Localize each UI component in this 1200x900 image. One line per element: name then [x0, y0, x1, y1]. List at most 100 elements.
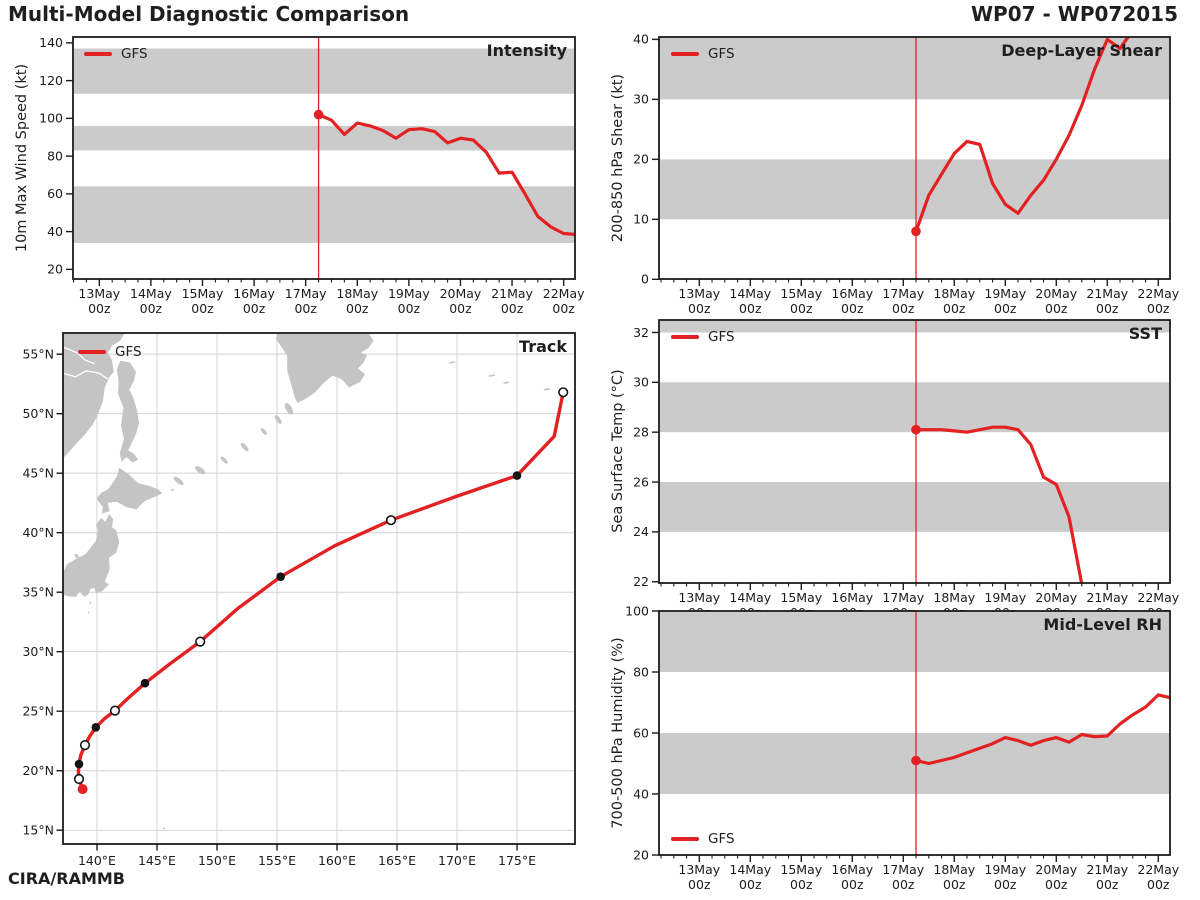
- tick-label: 17May: [882, 862, 924, 877]
- sst-frame: [658, 319, 1171, 584]
- island: [284, 403, 294, 415]
- tick-label: 20May: [1035, 862, 1077, 877]
- land-honshu: [63, 514, 120, 597]
- gfs-line-swatch-icon: [671, 335, 699, 339]
- tick-label: 14May: [130, 286, 172, 301]
- tick-label: 15May: [780, 286, 822, 301]
- track-12z-marker: [558, 387, 569, 398]
- shear-frame: [658, 36, 1171, 280]
- tick-label: 45°N: [22, 465, 54, 480]
- track-00z-marker: [74, 759, 84, 769]
- river-line: [63, 346, 95, 365]
- tick-label: 00z: [552, 301, 575, 316]
- island: [89, 601, 92, 605]
- tick-label: 80: [633, 664, 649, 679]
- track-00z-marker: [276, 572, 285, 581]
- shear-legend: GFS: [671, 46, 735, 62]
- track-12z-marker: [109, 705, 121, 716]
- tick-label: 25°N: [22, 703, 54, 718]
- rh-shaded-band: [659, 611, 1170, 672]
- tick-label: 22May: [1137, 286, 1179, 301]
- island: [543, 388, 551, 391]
- intensity-shaded-band: [73, 186, 575, 243]
- tick-label: 00z: [892, 877, 915, 892]
- rh-legend: GFS: [671, 831, 735, 847]
- track-gfs-line: [76, 390, 565, 791]
- tick-label: 16May: [831, 590, 873, 605]
- track-12z-marker: [385, 515, 397, 526]
- tick-label: 40: [633, 786, 649, 801]
- tick-label: 19May: [984, 286, 1026, 301]
- gfs-line-swatch-icon: [671, 52, 699, 56]
- intensity-shaded-band: [73, 125, 575, 151]
- tick-label: 19May: [984, 862, 1026, 877]
- tick-label: 60: [47, 186, 63, 201]
- tick-label: 00z: [943, 877, 966, 892]
- tick-label: 13May: [678, 590, 720, 605]
- tick-label: 18May: [933, 286, 975, 301]
- track-00z-marker: [512, 471, 522, 480]
- tick-label: 00z: [994, 301, 1017, 316]
- tick-label: 145°E: [138, 853, 176, 868]
- sst-shaded-band: [659, 320, 1170, 333]
- tick-label: 140: [39, 35, 63, 50]
- legend-label: GFS: [708, 329, 735, 345]
- track-00z-marker: [140, 678, 150, 688]
- tick-label: 14May: [729, 286, 771, 301]
- island: [488, 374, 496, 377]
- tick-label: 18May: [336, 286, 378, 301]
- track-frame: [62, 332, 576, 845]
- rh-panel: 13May00z14May00z15May00z16May00z17May00z…: [625, 603, 1180, 892]
- tick-label: 15°N: [22, 822, 54, 837]
- island: [162, 827, 166, 830]
- shear-panel-title: Deep-Layer Shear: [1001, 41, 1162, 60]
- tick-label: 00z: [790, 877, 813, 892]
- track-legend: GFS: [78, 344, 142, 360]
- tick-label: 100: [625, 603, 649, 618]
- tick-label: 00z: [943, 301, 966, 316]
- tick-label: 150°E: [198, 853, 236, 868]
- tick-label: 14May: [729, 590, 771, 605]
- land-hokkaido: [96, 467, 163, 514]
- track-12z-marker: [79, 739, 91, 751]
- rh-panel-title: Mid-Level RH: [1043, 615, 1162, 634]
- rh-current-point: [911, 755, 921, 766]
- tick-label: 22May: [1137, 862, 1179, 877]
- tick-label: 00z: [140, 301, 163, 316]
- tick-label: 00z: [841, 877, 864, 892]
- island: [240, 442, 249, 452]
- tick-label: 00z: [1096, 301, 1119, 316]
- tick-label: 16May: [233, 286, 275, 301]
- island: [274, 415, 282, 424]
- tick-label: 24: [633, 524, 649, 539]
- tick-label: 00z: [739, 301, 762, 316]
- intensity-current-point: [313, 109, 324, 120]
- tick-label: 00z: [790, 301, 813, 316]
- credit-label: CIRA/RAMMB: [8, 869, 125, 888]
- tick-label: 18May: [933, 862, 975, 877]
- sst-current-point: [911, 424, 921, 435]
- land-continent: [63, 333, 125, 459]
- tick-label: 170°E: [438, 853, 476, 868]
- tick-label: 80: [47, 148, 63, 163]
- track-current-point: [77, 784, 88, 795]
- tick-label: 30: [633, 375, 649, 390]
- tick-label: 19May: [388, 286, 430, 301]
- tick-label: 14May: [729, 862, 771, 877]
- tick-label: 19May: [984, 590, 1026, 605]
- intensity-legend: GFS: [84, 46, 148, 62]
- tick-label: 155°E: [258, 853, 296, 868]
- land-sakhalin: [116, 360, 139, 463]
- tick-label: 15May: [780, 590, 822, 605]
- tick-label: 00z: [449, 301, 472, 316]
- tick-label: 00z: [398, 301, 421, 316]
- tick-label: 0: [641, 272, 649, 287]
- tick-label: 13May: [678, 862, 720, 877]
- tick-label: 160°E: [318, 853, 356, 868]
- tick-label: 21May: [1086, 862, 1128, 877]
- tick-label: 165°E: [378, 853, 416, 868]
- legend-label: GFS: [708, 831, 735, 847]
- track-12z-marker: [73, 773, 85, 785]
- tick-label: 22May: [1137, 590, 1179, 605]
